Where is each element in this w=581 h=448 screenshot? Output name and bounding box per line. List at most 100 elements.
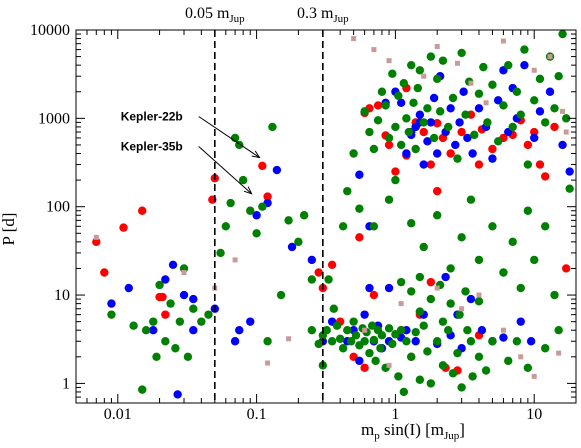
data-point-s3-11 [454, 60, 460, 66]
data-point-s3-29 [398, 301, 404, 307]
data-point-s2-107 [457, 48, 466, 58]
data-point-s2-77 [488, 337, 497, 346]
data-point-s2-29 [294, 237, 303, 247]
data-point-s0-28 [432, 186, 442, 196]
data-point-s2-12 [183, 352, 193, 362]
data-point-s2-116 [499, 101, 508, 110]
annotations: Kepler-22b Kepler-35b [121, 109, 261, 195]
data-point-s2-168 [438, 317, 448, 326]
data-point-s0-33 [474, 160, 484, 169]
data-point-s1-41 [446, 104, 455, 113]
data-point-s2-124 [535, 74, 545, 84]
data-point-s3-3 [232, 257, 238, 263]
data-point-s2-15 [204, 310, 213, 319]
data-point-s2-118 [508, 122, 517, 132]
data-point-s2-52 [377, 331, 387, 340]
data-point-s2-2 [138, 385, 147, 394]
plot-frame [75, 29, 577, 404]
data-point-s0-17 [355, 233, 364, 242]
data-point-s2-91 [404, 127, 414, 137]
data-point-s2-62 [411, 327, 420, 337]
data-point-s0-51 [369, 290, 379, 300]
data-point-s2-102 [435, 107, 445, 116]
data-point-s1-12 [246, 317, 255, 326]
data-point-s2-142 [457, 233, 466, 242]
data-point-s1-0 [107, 299, 116, 308]
data-point-s2-137 [391, 175, 400, 185]
data-point-s2-6 [155, 280, 164, 290]
data-point-s0-52 [426, 277, 436, 287]
data-point-s1-61 [384, 283, 394, 293]
x-axis-label-mid: sin(I) [m [380, 420, 444, 439]
data-point-s1-13 [252, 211, 261, 220]
data-point-s0-26 [419, 127, 428, 137]
data-point-s2-36 [335, 334, 345, 343]
data-point-s2-158 [446, 299, 455, 308]
data-point-s2-134 [355, 204, 364, 213]
data-point-s2-73 [463, 326, 472, 335]
data-point-s1-58 [545, 87, 555, 96]
data-point-s2-123 [530, 96, 539, 105]
data-point-s2-171 [504, 356, 513, 366]
data-point-s2-89 [399, 78, 409, 88]
data-point-s2-78 [360, 107, 369, 116]
data-point-s2-144 [474, 255, 484, 265]
y-tick-label-1: 10 [54, 287, 70, 304]
x-axis-label: mp sin(I) [mJup] [361, 420, 465, 442]
vertical-reference-lines: 0.05 mJup 0.3 mJup [185, 5, 349, 403]
data-point-s2-149 [523, 206, 533, 215]
data-point-s1-29 [396, 98, 406, 107]
data-point-s2-133 [349, 149, 358, 158]
data-point-s2-145 [488, 222, 497, 231]
data-point-s2-34 [327, 337, 337, 346]
data-point-s1-57 [535, 107, 545, 116]
data-point-s2-55 [388, 339, 397, 349]
data-point-s2-47 [367, 321, 377, 330]
data-point-s0-35 [488, 144, 497, 154]
data-point-s2-63 [415, 375, 425, 384]
data-point-s2-125 [541, 118, 550, 127]
data-point-s3-7 [371, 47, 377, 53]
data-point-s3-21 [459, 306, 465, 312]
data-point-s1-15 [272, 165, 282, 175]
data-point-s2-69 [443, 326, 453, 335]
data-point-s1-16 [287, 242, 297, 252]
data-point-s2-40 [349, 317, 358, 326]
data-point-s2-154 [407, 287, 416, 296]
data-point-s2-150 [530, 255, 539, 265]
data-point-s2-94 [411, 144, 420, 154]
data-point-s3-14 [500, 38, 506, 44]
data-point-s2-38 [343, 326, 352, 335]
data-point-s0-12 [314, 268, 323, 277]
data-point-s2-10 [175, 317, 185, 326]
data-point-s3-1 [181, 269, 187, 275]
data-point-s2-108 [461, 110, 470, 119]
data-point-s2-65 [423, 347, 432, 356]
data-point-s1-75 [526, 337, 536, 346]
data-point-s0-20 [373, 101, 383, 110]
data-point-s2-104 [443, 122, 453, 132]
data-point-s1-2 [149, 326, 158, 335]
data-point-s2-30 [299, 211, 309, 220]
annotation-label-1: Kepler-35b [121, 140, 183, 154]
data-point-s0-44 [562, 264, 571, 273]
data-point-s3-0 [93, 234, 99, 240]
data-point-s1-70 [466, 294, 476, 304]
data-point-s2-81 [373, 116, 383, 125]
annotation-arrow-head-1 [243, 186, 253, 195]
data-point-s2-28 [284, 216, 293, 225]
annotation-label-0: Kepler-22b [121, 109, 183, 123]
data-point-s2-7 [161, 337, 170, 346]
data-point-s2-141 [446, 264, 455, 273]
data-point-s2-1 [129, 321, 138, 330]
data-point-s2-103 [438, 56, 448, 65]
data-point-s2-22 [246, 206, 255, 215]
data-point-s2-61 [407, 352, 416, 362]
axis-ticks [75, 29, 577, 404]
data-point-s2-111 [474, 89, 484, 98]
data-point-s2-122 [523, 160, 533, 169]
data-point-s1-37 [429, 93, 439, 103]
data-point-s3-13 [483, 100, 489, 106]
data-point-s2-119 [512, 87, 522, 96]
data-point-s2-164 [329, 304, 339, 313]
